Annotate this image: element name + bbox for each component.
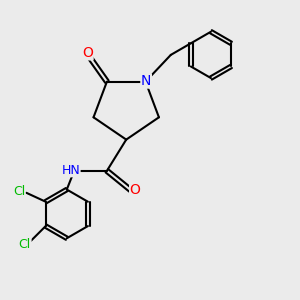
Text: O: O (82, 46, 93, 60)
Text: O: O (130, 183, 141, 197)
Text: Cl: Cl (13, 185, 25, 198)
Text: Cl: Cl (19, 238, 31, 251)
Text: N: N (141, 74, 151, 88)
Text: HN: HN (61, 164, 80, 177)
